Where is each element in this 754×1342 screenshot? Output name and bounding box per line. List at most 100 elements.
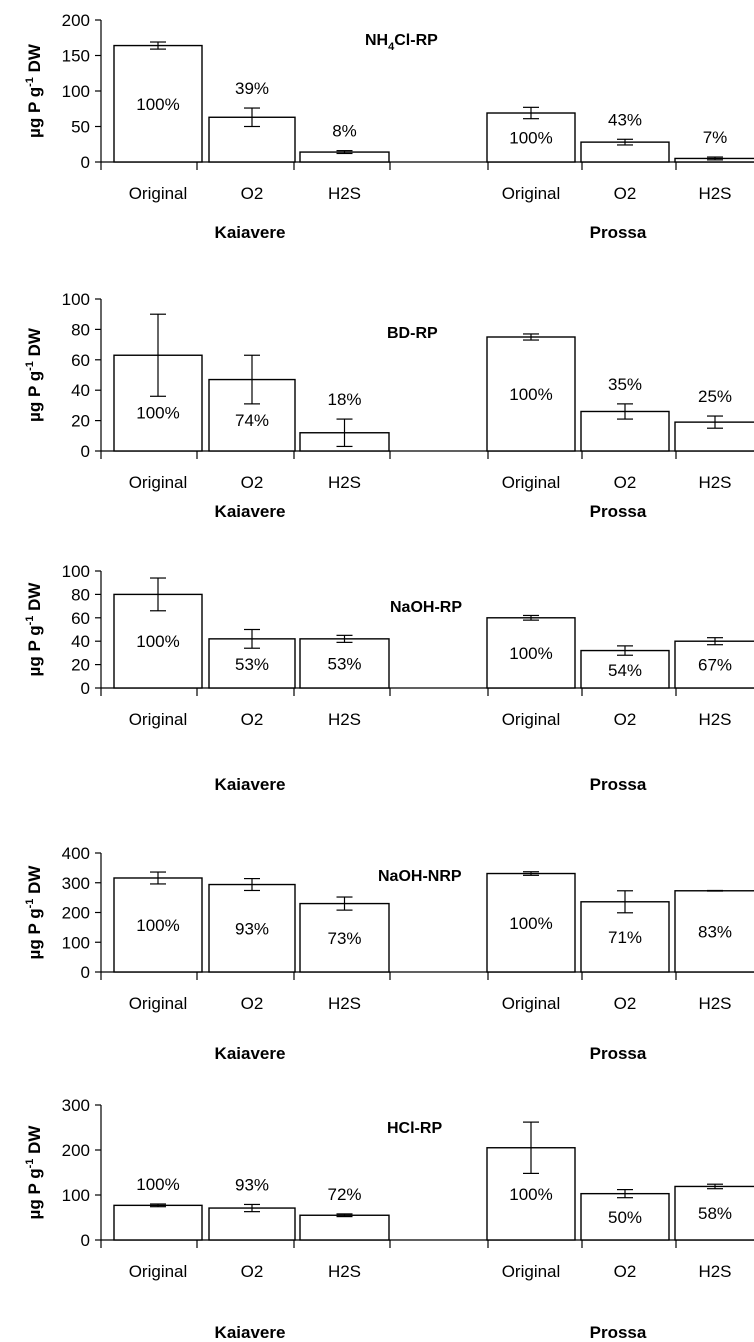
x-tick-label: Original	[502, 710, 561, 729]
data-label: 100%	[136, 1175, 179, 1194]
group-label: Kaiavere	[215, 223, 286, 242]
x-tick-label: H2S	[698, 994, 731, 1013]
group-label: Prossa	[590, 775, 647, 794]
bar	[113, 1204, 203, 1241]
x-tick-label: H2S	[698, 1262, 731, 1281]
data-label: 100%	[509, 1185, 552, 1204]
x-tick-label: O2	[241, 994, 264, 1013]
data-label: 100%	[136, 403, 179, 422]
x-tick-label: O2	[241, 473, 264, 492]
data-label: 100%	[136, 632, 179, 651]
data-label: 18%	[327, 390, 361, 409]
bar	[208, 116, 296, 163]
chart-title: NaOH-NRP	[378, 868, 462, 885]
x-tick-label: Original	[502, 184, 561, 203]
x-tick-label: H2S	[328, 184, 361, 203]
bar	[674, 1185, 754, 1241]
y-tick-label: 0	[81, 442, 90, 461]
group-label: Kaiavere	[215, 1044, 286, 1063]
data-label: 39%	[235, 79, 269, 98]
bar	[208, 1207, 296, 1241]
y-tick-label: 150	[62, 47, 90, 66]
data-label: 72%	[327, 1185, 361, 1204]
data-label: 53%	[327, 654, 361, 673]
x-tick-label: H2S	[698, 184, 731, 203]
bar	[208, 883, 296, 973]
y-tick-label: 100	[62, 562, 90, 581]
y-tick-label: 300	[62, 1096, 90, 1115]
y-tick-label: 80	[71, 585, 90, 604]
x-tick-label: H2S	[698, 473, 731, 492]
bar	[486, 112, 576, 163]
x-tick-label: O2	[614, 1262, 637, 1281]
y-tick-label: 100	[62, 1186, 90, 1205]
data-label: 67%	[698, 656, 732, 675]
x-tick-label: O2	[241, 184, 264, 203]
x-tick-label: Original	[502, 994, 561, 1013]
x-tick-label: H2S	[328, 1262, 361, 1281]
chart-title: BD-RP	[387, 325, 438, 342]
bar	[674, 890, 754, 973]
y-tick-label: 200	[62, 11, 90, 30]
data-label: 71%	[608, 928, 642, 947]
bar	[580, 1192, 670, 1241]
x-tick-label: O2	[241, 710, 264, 729]
x-tick-label: Original	[129, 184, 188, 203]
group-label: Prossa	[590, 1323, 647, 1342]
x-tick-label: O2	[614, 184, 637, 203]
data-label: 43%	[608, 110, 642, 129]
bar	[486, 617, 576, 689]
y-tick-label: 0	[81, 1231, 90, 1250]
y-tick-label: 0	[81, 679, 90, 698]
x-tick-label: Original	[502, 1262, 561, 1281]
data-label: 93%	[235, 1175, 269, 1194]
y-axis-label: µg P g-1 DW	[24, 582, 44, 677]
bar	[113, 44, 203, 163]
y-tick-label: 200	[62, 1141, 90, 1160]
x-tick-label: O2	[614, 710, 637, 729]
y-axis-label: µg P g-1 DW	[24, 1125, 44, 1220]
bar	[299, 1214, 390, 1241]
x-tick-label: Original	[129, 473, 188, 492]
bar	[486, 336, 576, 452]
y-tick-label: 40	[71, 632, 90, 651]
y-tick-label: 20	[71, 412, 90, 431]
bar	[113, 877, 203, 973]
data-label: 58%	[698, 1204, 732, 1223]
x-tick-label: O2	[241, 1262, 264, 1281]
chart-title: NaOH-RP	[390, 599, 462, 616]
data-label: 100%	[509, 385, 552, 404]
data-label: 25%	[698, 387, 732, 406]
chart-title: NH4Cl-RP	[365, 32, 438, 53]
x-tick-label: Original	[129, 710, 188, 729]
chart-title: HCl-RP	[387, 1120, 442, 1137]
data-label: 100%	[509, 644, 552, 663]
x-tick-label: Original	[502, 473, 561, 492]
y-tick-label: 60	[71, 351, 90, 370]
x-tick-label: H2S	[698, 710, 731, 729]
x-tick-label: O2	[614, 994, 637, 1013]
x-tick-label: O2	[614, 473, 637, 492]
y-axis-label: µg P g-1 DW	[24, 865, 44, 960]
data-label: 50%	[608, 1208, 642, 1227]
data-label: 54%	[608, 661, 642, 680]
x-tick-label: H2S	[328, 710, 361, 729]
data-label: 100%	[509, 914, 552, 933]
group-label: Prossa	[590, 223, 647, 242]
data-label: 93%	[235, 919, 269, 938]
group-label: Kaiavere	[215, 502, 286, 521]
x-tick-label: H2S	[328, 473, 361, 492]
y-tick-label: 0	[81, 153, 90, 172]
y-tick-label: 20	[71, 656, 90, 675]
data-label: 74%	[235, 411, 269, 430]
data-label: 53%	[235, 655, 269, 674]
y-tick-label: 400	[62, 844, 90, 863]
group-label: Kaiavere	[215, 1323, 286, 1342]
y-tick-label: 60	[71, 609, 90, 628]
y-tick-label: 40	[71, 381, 90, 400]
y-axis-label: µg P g-1 DW	[24, 43, 44, 138]
group-label: Prossa	[590, 502, 647, 521]
data-label: 83%	[698, 922, 732, 941]
y-tick-label: 100	[62, 290, 90, 309]
